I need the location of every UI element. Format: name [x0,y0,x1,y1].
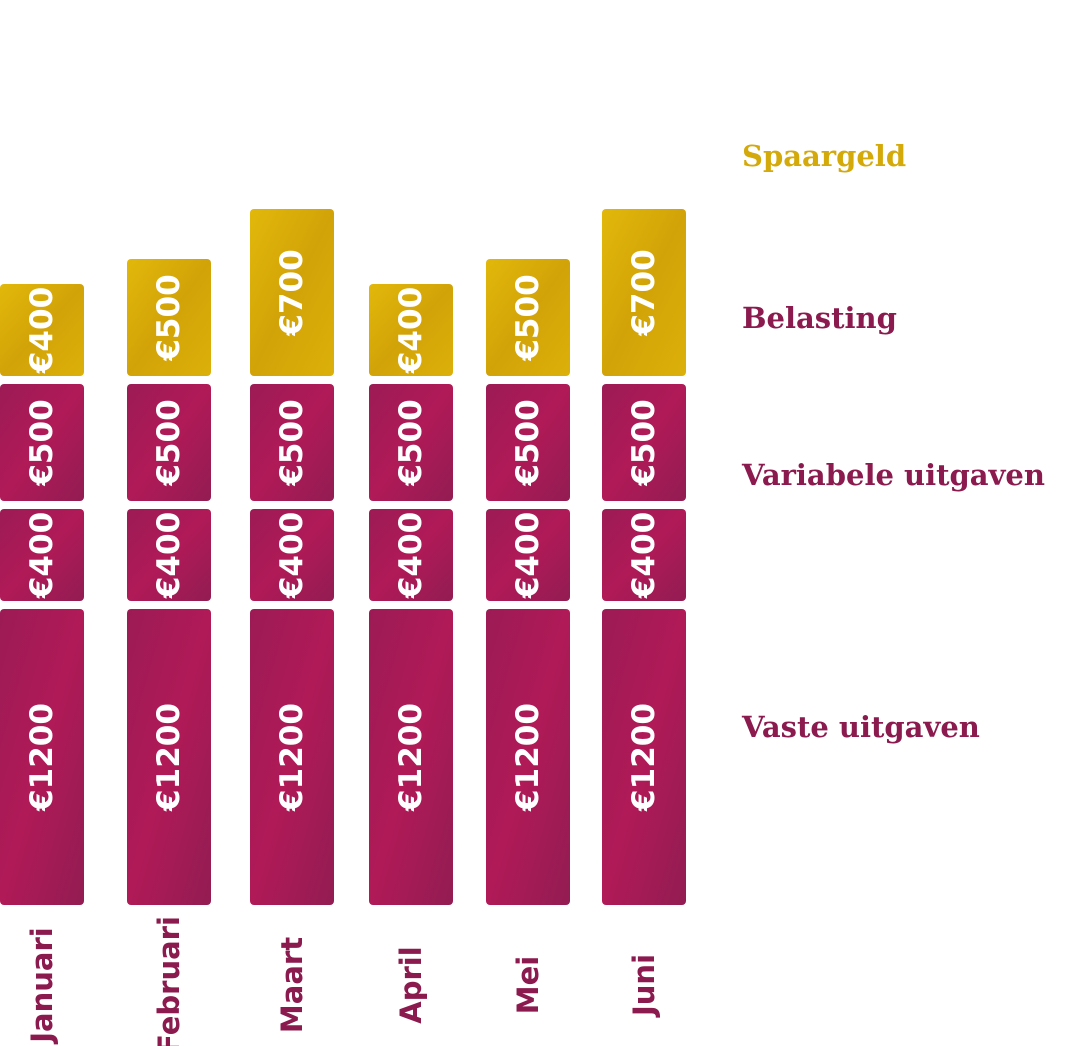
legend-label-variabele-uitgaven: Variabele uitgaven [741,458,1045,492]
value-label-vaste-uitgaven-februari: €1200 [151,703,187,812]
month-label-mei: Mei [511,956,545,1014]
bar-segment-belasting-maart [250,384,334,501]
month-label-april: April [394,946,428,1023]
bar-segment-variabele-uitgaven-mei [486,509,570,601]
bar-segment-belasting-juni [602,384,686,501]
value-label-vaste-uitgaven-maart: €1200 [274,703,310,812]
bar-segment-spaargeld-mei [486,259,570,376]
bar-segment-spaargeld-april [369,284,453,376]
value-label-variabele-uitgaven-maart: €400 [274,512,310,599]
bar-segment-variabele-uitgaven-januari [0,509,84,601]
legend-label-belasting: Belasting [742,301,897,335]
bars-layer: €1200€400€500€400€1200€400€500€500€1200€… [0,209,686,905]
bar-stack-juni: €1200 €400 €500 €700 [602,209,686,905]
bar-segment-variabele-uitgaven-maart [250,509,334,601]
bar-segment-variabele-uitgaven-juni [602,509,686,601]
month-label-maart: Maart [275,937,309,1033]
bar-segment-belasting-januari [0,384,84,501]
bar-segment-spaargeld-februari [127,259,211,376]
value-label-spaargeld-juni: €700 [626,249,662,336]
bar-stack-februari: €1200 €400 €500 €500 [127,259,211,905]
value-label-belasting-juni: €500 [626,399,662,486]
bar-segment-vaste-uitgaven-april [369,609,453,905]
value-label-spaargeld-februari: €500 [151,274,187,361]
value-label-variabele-uitgaven-februari: €400 [151,512,187,599]
bar-segment-belasting-april [369,384,453,501]
bar-segment-vaste-uitgaven-januari [0,609,84,905]
value-label-variabele-uitgaven-mei: €400 [510,512,546,599]
value-label-spaargeld-april: €400 [393,287,429,374]
value-label-spaargeld-januari: €400 [24,287,60,374]
value-label-variabele-uitgaven-januari: €400 [24,512,60,599]
value-label-variabele-uitgaven-juni: €400 [626,512,662,599]
value-label-belasting-maart: €500 [274,399,310,486]
bar-stack-mei: €1200 €400 €500 €500 [486,259,570,905]
bar-segment-belasting-mei [486,384,570,501]
bar-segment-spaargeld-juni [602,209,686,376]
bar-segment-vaste-uitgaven-juni [602,609,686,905]
bar-segment-belasting-februari [127,384,211,501]
month-label-januari: Januari [25,927,59,1044]
month-label-februari: Februari [152,916,186,1046]
value-label-vaste-uitgaven-april: €1200 [393,703,429,812]
bar-segment-variabele-uitgaven-april [369,509,453,601]
value-label-spaargeld-mei: €500 [510,274,546,361]
value-label-spaargeld-maart: €700 [274,249,310,336]
value-label-belasting-januari: €500 [24,399,60,486]
legend-label-vaste-uitgaven: Vaste uitgaven [741,710,980,744]
bar-stack-januari: €1200 €400 €500 €400 [0,284,84,905]
legend-label-spaargeld: Spaargeld [742,139,906,173]
bar-stack-maart: €1200 €400 €500 €700 [250,209,334,905]
value-label-belasting-mei: €500 [510,399,546,486]
value-label-variabele-uitgaven-april: €400 [393,512,429,599]
bar-segment-vaste-uitgaven-februari [127,609,211,905]
bar-stack-april: €1200 €400 €500 €400 [369,284,453,905]
value-label-vaste-uitgaven-januari: €1200 [24,703,60,812]
bar-segment-vaste-uitgaven-mei [486,609,570,905]
value-label-belasting-februari: €500 [151,399,187,486]
bar-segment-variabele-uitgaven-februari [127,509,211,601]
month-label-juni: Juni [627,954,661,1018]
month-labels: Januari Februari Maart April Mei Juni [25,916,661,1046]
bar-segment-vaste-uitgaven-maart [250,609,334,905]
bar-segment-spaargeld-januari [0,284,84,376]
value-label-vaste-uitgaven-mei: €1200 [510,703,546,812]
value-label-belasting-april: €500 [393,399,429,486]
value-label-vaste-uitgaven-juni: €1200 [626,703,662,812]
bar-segment-spaargeld-maart [250,209,334,376]
series-labels: Vaste uitgaven Variabele uitgaven Belastin… [741,139,1045,744]
